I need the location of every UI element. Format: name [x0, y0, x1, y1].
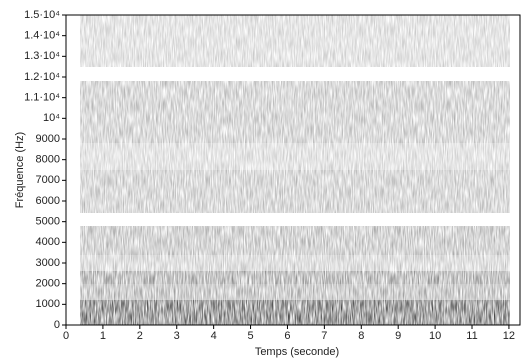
y-tick-label: 4000: [36, 236, 60, 248]
y-tick-label: 1000: [36, 298, 60, 310]
x-tick-label: 12: [503, 330, 515, 342]
y-tick-label: 8000: [36, 154, 60, 166]
y-tick-label: 6000: [36, 195, 60, 207]
x-tick-label: 4: [211, 330, 217, 342]
y-tick-label: 9000: [36, 133, 60, 145]
y-axis-label: Fréquence (Hz): [14, 132, 26, 208]
y-tick-label: 3000: [36, 257, 60, 269]
x-tick-label: 6: [284, 330, 290, 342]
y-tick-label: 0: [54, 319, 60, 331]
x-tick-label: 9: [395, 330, 401, 342]
y-tick-label: 10⁴: [43, 112, 60, 124]
y-tick-label: 1.4·10⁴: [24, 30, 60, 42]
x-tick-label: 2: [137, 330, 143, 342]
y-tick-label: 1.1·10⁴: [24, 92, 60, 104]
x-tick-label: 8: [358, 330, 364, 342]
y-tick-label: 1.2·10⁴: [24, 71, 60, 83]
plot-frame: [65, 14, 521, 326]
x-tick-label: 3: [174, 330, 180, 342]
x-tick-label: 10: [429, 330, 441, 342]
x-tick-label: 7: [321, 330, 327, 342]
y-tick-label: 2000: [36, 278, 60, 290]
x-tick-label: 5: [247, 330, 253, 342]
y-tick-label: 1.3·10⁴: [24, 50, 60, 62]
y-tick-label: 5000: [36, 216, 60, 228]
x-tick-label: 11: [466, 330, 477, 342]
x-axis-label: Temps (seconde): [255, 346, 339, 358]
spectrogram-texture: [80, 15, 510, 325]
x-tick-label: 0: [63, 330, 69, 342]
y-tick-label: 1.5·10⁴: [24, 9, 60, 21]
x-tick-label: 1: [100, 330, 106, 342]
y-tick-label: 7000: [36, 174, 60, 186]
